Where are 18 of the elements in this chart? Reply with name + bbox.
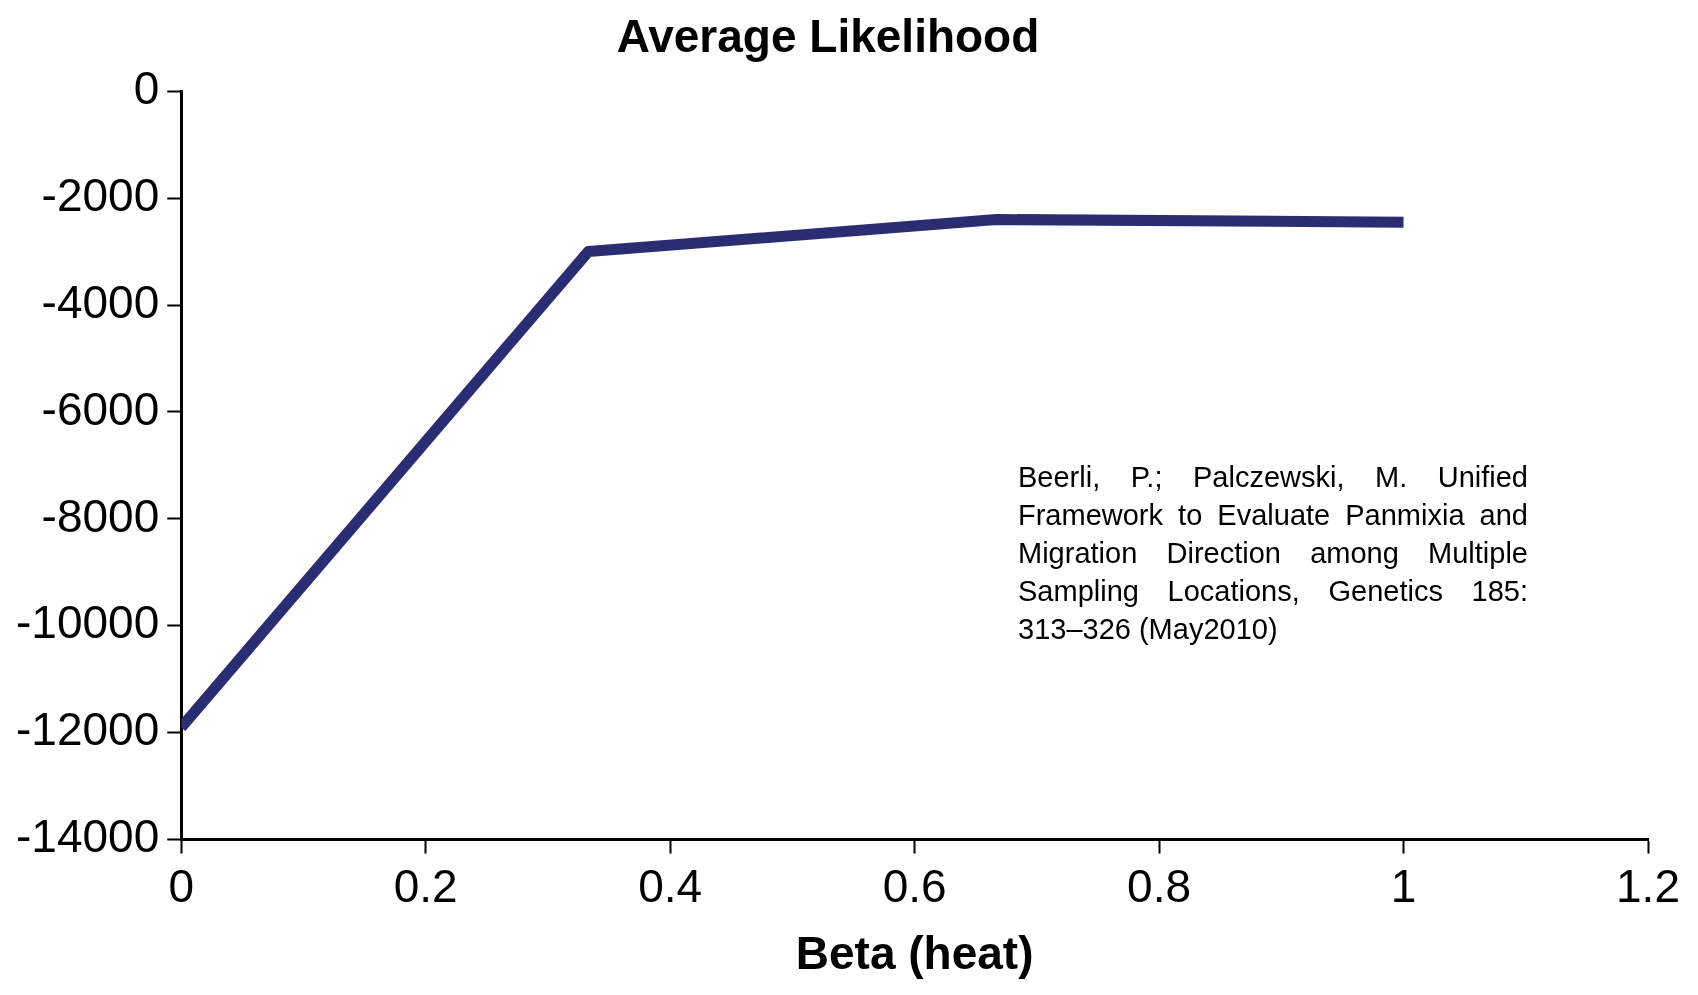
y-tick-label: 0 — [133, 61, 160, 114]
x-tick-label: 1.2 — [1616, 859, 1680, 912]
y-tick-label: -10000 — [16, 596, 160, 649]
x-tick-label: 0.6 — [882, 859, 947, 912]
x-tick-label: 0 — [168, 859, 195, 912]
x-tick-label: 0.4 — [638, 859, 703, 912]
annotation: Beerli, P.; Palczewski, M. Unified Framework to Evaluate Panmixia and Migration Direction among Multiple Sampling Locations, Genetics 185: 313–326 (May2010) — [1018, 460, 1528, 647]
y-tick-label: -8000 — [41, 489, 160, 542]
y-tick-label: -2000 — [41, 168, 160, 221]
y-tick-label: -14000 — [16, 810, 160, 863]
y-tick-label: -6000 — [41, 382, 160, 435]
x-axis-title: Beta (heat) — [795, 927, 1034, 980]
x-tick-label: 1 — [1390, 859, 1417, 912]
chart-title: Average Likelihood — [616, 10, 1040, 63]
x-tick-label: 0.8 — [1127, 859, 1192, 912]
x-tick-label: 0.2 — [393, 859, 458, 912]
y-tick-label: -4000 — [41, 275, 160, 328]
y-tick-label: -12000 — [16, 703, 160, 756]
